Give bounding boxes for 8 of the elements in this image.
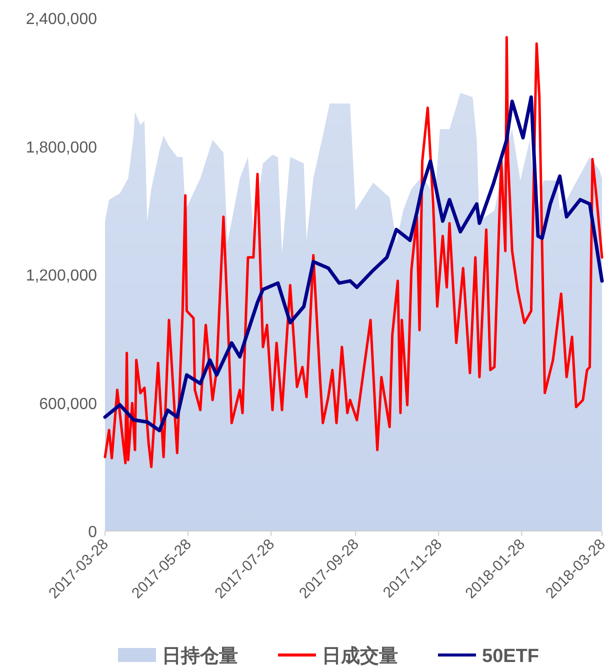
- y-tick-label: 1,200,000: [26, 268, 98, 284]
- y-tick-label: 0: [88, 524, 98, 541]
- legend-label: 50ETF: [482, 646, 540, 666]
- legend-label: 日持仓量: [162, 646, 238, 666]
- legend-label: 日成交量: [322, 645, 398, 666]
- y-tick-label: 2,400,000: [26, 11, 98, 28]
- y-tick-label: 1,800,000: [26, 139, 98, 156]
- y-tick-label: 600,000: [39, 396, 98, 413]
